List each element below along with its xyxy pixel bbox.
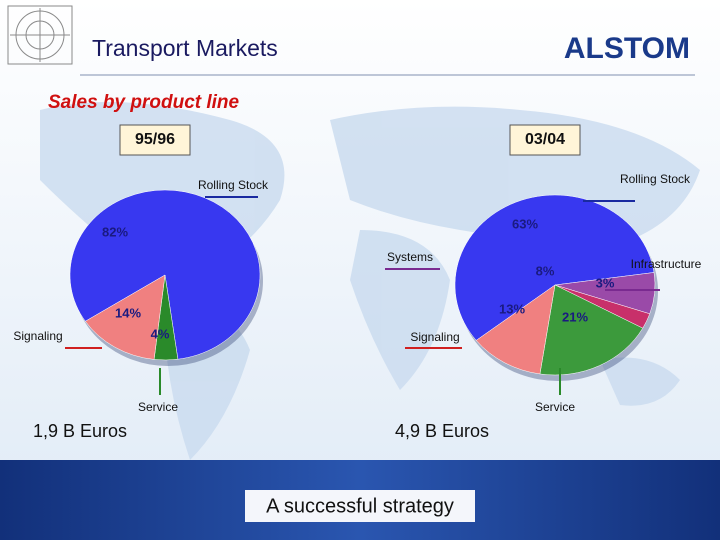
period-box <box>509 124 581 156</box>
legend-label: Signaling <box>13 329 62 343</box>
subtitle: Sales by product line <box>48 92 240 113</box>
data-label: 4% <box>151 326 170 341</box>
slide-title: Transport Markets <box>92 35 278 61</box>
logo-mark <box>7 5 73 65</box>
pie-slice <box>475 284 556 375</box>
legend-label: Service <box>535 400 575 414</box>
data-label: 3% <box>596 275 615 290</box>
data-label: 82% <box>102 224 128 239</box>
pie-slice <box>454 194 655 341</box>
chart-title: 95/96 <box>135 131 175 148</box>
total-label: 1,9 B Euros <box>33 421 127 441</box>
data-label: 13% <box>499 301 525 316</box>
legend-label: Signaling <box>410 330 459 344</box>
data-label: 8% <box>536 263 555 278</box>
footer-text: A successful strategy <box>266 495 454 517</box>
legend-label: Infrastructure <box>631 257 702 271</box>
data-label: 21% <box>562 309 588 324</box>
chart-title: 03/04 <box>525 131 565 148</box>
footer-box <box>245 490 475 522</box>
legend-label: Service <box>138 400 178 414</box>
company-logo: ALSTOM <box>564 32 690 65</box>
data-label: 63% <box>512 216 538 231</box>
pie-slice <box>84 274 166 360</box>
pie-slice <box>69 189 261 360</box>
legend-label: Rolling Stock <box>620 172 691 186</box>
data-label: 14% <box>115 305 141 320</box>
total-label: 4,9 B Euros <box>395 421 489 441</box>
legend-label: Rolling Stock <box>198 178 269 192</box>
period-box <box>119 124 191 156</box>
legend-label: Systems <box>387 250 433 264</box>
pie-slice <box>539 284 644 376</box>
